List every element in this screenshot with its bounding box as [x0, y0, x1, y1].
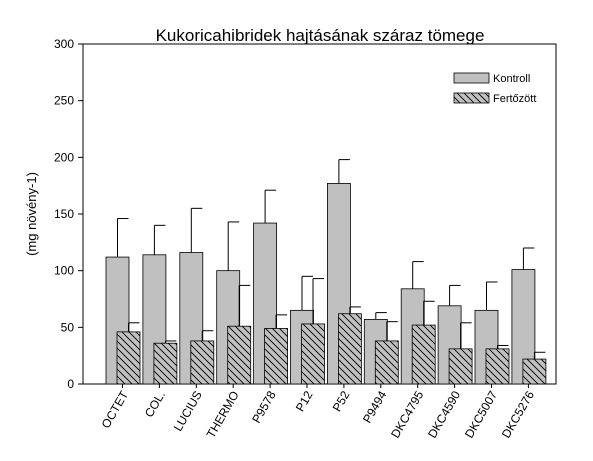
x-tick-label: COL.	[142, 389, 168, 420]
bar-fertozott	[264, 328, 289, 385]
bar-fertozott	[485, 348, 510, 385]
x-tick-label: P12	[293, 388, 316, 414]
legend-label: Fertőzött	[493, 93, 536, 105]
x-tick-label: LUCIUS	[171, 389, 205, 434]
x-tick-label: DKC4795	[388, 388, 426, 440]
chart-title: Kukoricahibridek hajtásának száraz tömeg…	[156, 26, 485, 45]
y-axis-label: (mg növény-1)	[24, 172, 39, 256]
y-tick-label: 0	[67, 377, 74, 391]
bar-fertozott	[337, 313, 362, 385]
y-tick-label: 100	[54, 264, 74, 278]
x-tick-label: THERMO	[204, 389, 242, 441]
y-tick-label: 300	[54, 37, 74, 51]
x-tick-label: DKC5276	[499, 388, 537, 440]
x-tick-label: DKC5007	[462, 388, 500, 440]
x-tick-label: P52	[330, 388, 353, 414]
x-tick-label: DKC4590	[425, 388, 463, 440]
y-tick-label: 150	[54, 207, 74, 221]
y-tick-label: 200	[54, 150, 74, 164]
y-tick-label: 50	[61, 320, 75, 334]
bar-fertozott	[227, 325, 252, 385]
bar-fertozott	[411, 324, 436, 385]
bar-fertozott	[374, 340, 399, 385]
bar-fertozott	[190, 340, 215, 385]
legend-label: Kontroll	[493, 73, 530, 85]
legend-swatch	[453, 72, 490, 84]
y-tick-label: 250	[54, 94, 74, 108]
x-tick-label: P9578	[249, 388, 279, 425]
bar-fertozott	[153, 342, 178, 385]
x-tick-label: P9494	[360, 388, 390, 425]
bar-fertozott	[448, 348, 473, 385]
bar-fertozott	[301, 323, 325, 385]
x-tick-label: OCTET	[99, 388, 132, 431]
legend-swatch	[453, 92, 490, 104]
bar-fertozott	[116, 331, 141, 385]
bar-fertozott	[522, 358, 547, 385]
